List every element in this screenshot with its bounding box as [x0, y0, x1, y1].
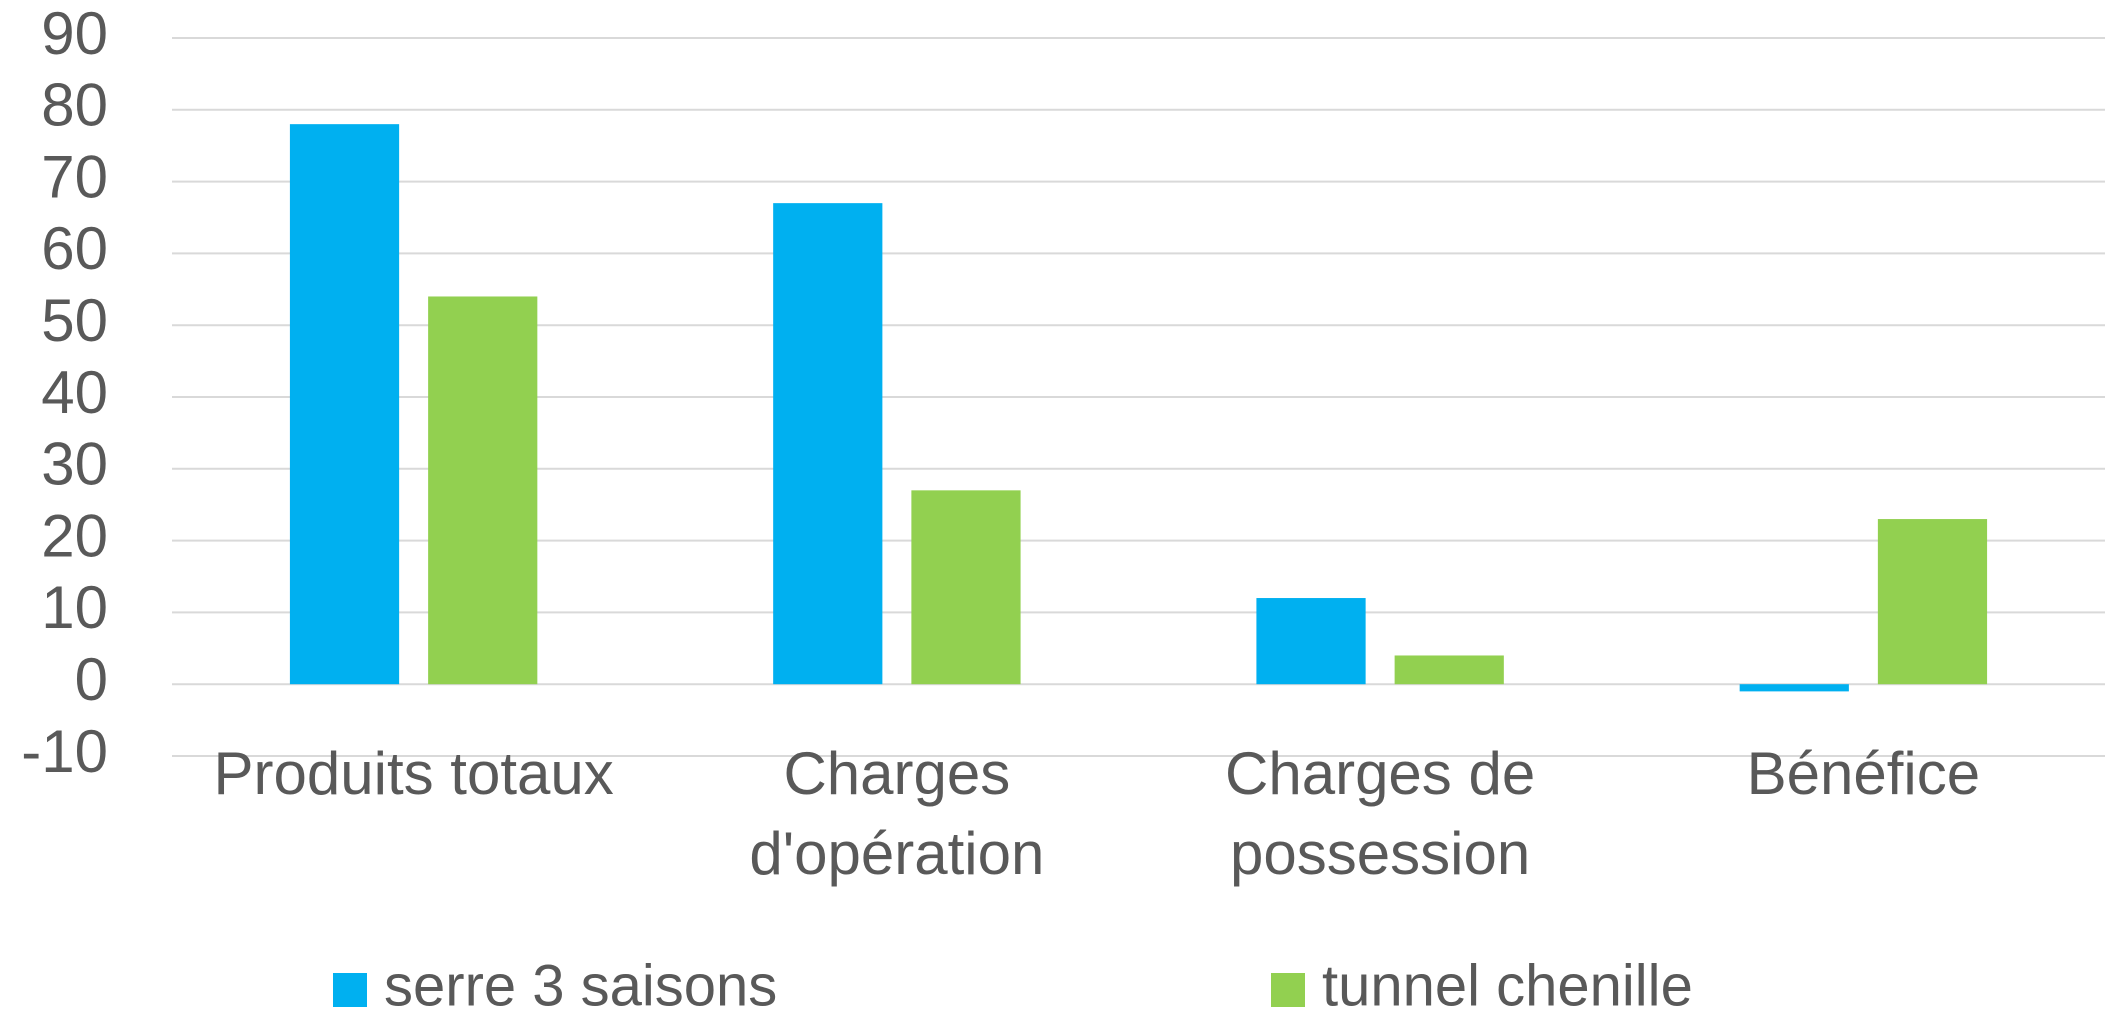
- y-tick-label: 10: [41, 574, 108, 641]
- y-tick-label: 70: [41, 143, 108, 210]
- y-tick-label: 50: [41, 287, 108, 354]
- y-tick-label: 60: [41, 215, 108, 282]
- bar: [1394, 655, 1504, 685]
- legend-swatch: [1271, 973, 1305, 1007]
- legend-label: serre 3 saisons: [384, 953, 777, 1018]
- bar: [911, 490, 1021, 685]
- bar: [1739, 684, 1849, 692]
- y-tick-label: 20: [41, 502, 108, 569]
- y-tick-label: 80: [41, 72, 108, 139]
- bar: [289, 124, 400, 685]
- bar: [428, 296, 538, 685]
- bar: [1256, 598, 1366, 685]
- y-tick-label: -10: [21, 718, 108, 785]
- y-tick-label: 0: [75, 646, 108, 713]
- legend-swatch: [333, 973, 367, 1007]
- x-tick-label: Charges d'opération: [749, 740, 1045, 887]
- bar: [773, 203, 883, 685]
- y-tick-label: 90: [41, 0, 108, 67]
- x-tick-label: Bénéfice: [1746, 740, 1981, 807]
- legend-label: tunnel chenille: [1322, 953, 1693, 1018]
- bar: [1877, 519, 1988, 685]
- y-tick-label: 40: [41, 359, 108, 426]
- x-tick-label: Produits totaux: [213, 740, 614, 807]
- y-tick-label: 30: [41, 431, 108, 498]
- x-tick-label: Charges de possession: [1225, 740, 1536, 887]
